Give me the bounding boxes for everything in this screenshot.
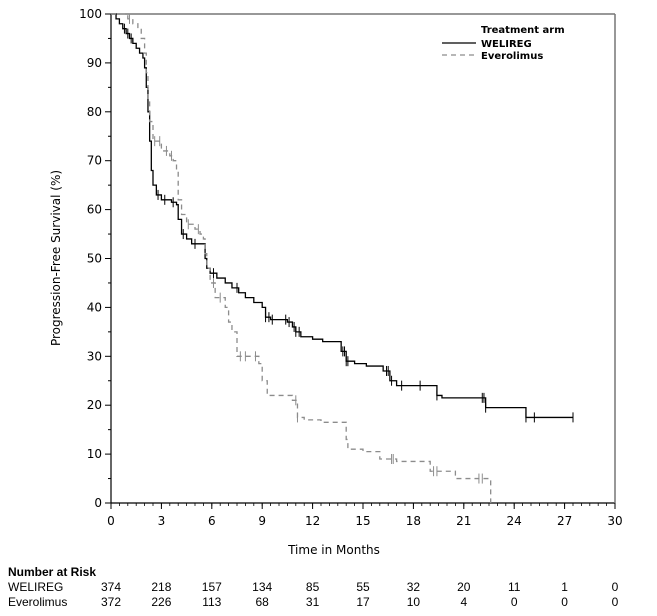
risk-value: 68 (255, 595, 269, 609)
risk-value: 1 (561, 580, 568, 594)
y-tick-label: 80 (87, 105, 102, 119)
y-tick-label: 40 (87, 300, 102, 314)
risk-row-welireg: WELIREG 374 218 157 134 85 55 32 20 11 1 0 (0, 580, 657, 594)
risk-value: 0 (611, 580, 619, 594)
y-axis-label: Progression-Free Survival (%) (49, 170, 63, 346)
x-tick-label: 18 (406, 514, 421, 528)
risk-value: 0 (510, 595, 518, 609)
risk-value: 20 (457, 580, 471, 594)
x-tick-label: 12 (305, 514, 320, 528)
x-tick-label: 9 (258, 514, 266, 528)
y-tick-label: 30 (87, 349, 102, 363)
x-tick-label: 15 (355, 514, 370, 528)
risk-value: 32 (406, 580, 421, 594)
risk-row-label: Everolimus (8, 595, 68, 609)
axes: 0 10 20 30 40 50 60 70 80 90 100 0 3 6 9 12 15 18 21 24 27 30 (79, 7, 623, 528)
risk-value: 17 (356, 595, 370, 609)
risk-value: 218 (151, 580, 172, 594)
risk-value: 374 (100, 580, 122, 594)
risk-row-label: WELIREG (8, 580, 64, 594)
curve-welireg (111, 13, 573, 419)
x-tick-label: 24 (507, 514, 522, 528)
legend-label-everolimus: Everolimus (481, 51, 543, 62)
y-tick-label: 90 (87, 56, 102, 70)
y-tick-label: 100 (79, 7, 102, 21)
risk-value: 157 (201, 580, 222, 594)
risk-value: 0 (611, 595, 619, 609)
y-tick-label: 50 (87, 252, 102, 266)
x-tick-label: 3 (158, 514, 166, 528)
risk-value: 10 (406, 595, 421, 609)
legend-label-welireg: WELIREG (481, 39, 532, 50)
survival-curves (111, 13, 574, 503)
risk-value: 4 (460, 595, 468, 609)
risk-value: 0 (561, 595, 568, 609)
legend: Treatment arm WELIREG Everolimus (442, 25, 565, 62)
risk-value: 134 (252, 580, 273, 594)
risk-value: 372 (100, 595, 122, 609)
risk-value: 11 (507, 580, 521, 594)
risk-value: 113 (202, 595, 222, 609)
y-tick-label: 70 (87, 154, 102, 168)
risk-value: 31 (305, 595, 320, 609)
x-axis-label: Time in Months (287, 543, 380, 557)
legend-title: Treatment arm (481, 25, 565, 36)
x-tick-label: 0 (107, 514, 115, 528)
y-tick-label: 0 (94, 496, 102, 510)
risk-value: 226 (151, 595, 172, 609)
y-tick-label: 10 (87, 447, 102, 461)
y-tick-label: 20 (87, 398, 102, 412)
x-tick-label: 27 (557, 514, 572, 528)
risk-value: 55 (356, 580, 370, 594)
number-at-risk-title: Number at Risk (8, 565, 97, 579)
km-chart: 0 10 20 30 40 50 60 70 80 90 100 0 3 6 9 12 15 18 21 24 27 30… (49, 7, 623, 557)
x-tick-label: 21 (456, 514, 471, 528)
x-tick-label: 6 (208, 514, 216, 528)
x-tick-label: 30 (607, 514, 622, 528)
y-tick-label: 60 (87, 203, 102, 217)
risk-value: 85 (305, 580, 320, 594)
curve-everolimus (111, 13, 492, 503)
risk-row-everolimus: Everolimus 372 226 113 68 31 17 10 4 0 0 0 (0, 595, 657, 609)
